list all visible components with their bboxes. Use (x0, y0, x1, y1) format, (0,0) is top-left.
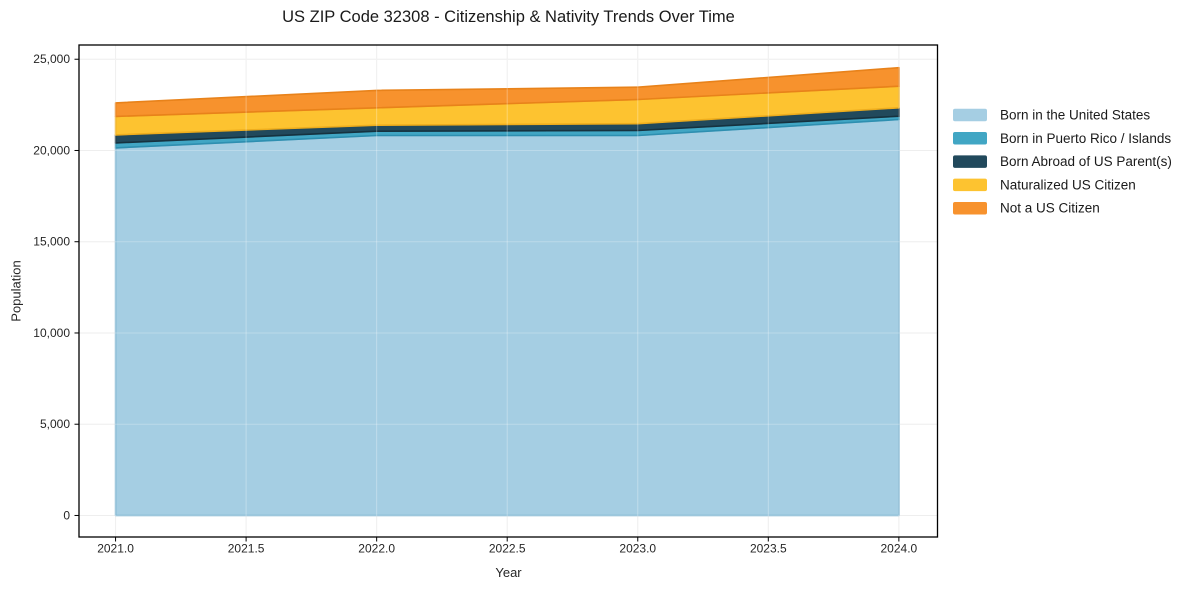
chart-title: US ZIP Code 32308 - Citizenship & Nativi… (282, 8, 735, 26)
x-tick-label: 2023.0 (619, 542, 656, 556)
legend-item-label: Not a US Citizen (1000, 201, 1100, 216)
legend-item-label: Born Abroad of US Parent(s) (1000, 154, 1172, 169)
legend-swatch-icon (953, 155, 987, 168)
legend-swatch-icon (953, 178, 987, 192)
y-tick-label: 15,000 (33, 235, 70, 249)
x-tick-label: 2021.0 (97, 542, 134, 556)
y-tick-label: 25,000 (33, 52, 70, 66)
legend-swatch-icon (953, 201, 987, 215)
y-tick-label: 5,000 (40, 417, 70, 431)
x-tick-label: 2021.5 (228, 542, 265, 556)
area-not-a-us-citizen (114, 66, 900, 118)
x-axis-label: Year (495, 565, 522, 580)
y-tick-label: 10,000 (33, 326, 70, 340)
x-tick-label: 2024.0 (881, 542, 918, 556)
legend-swatch-icon (953, 132, 987, 145)
x-tick-label: 2022.0 (358, 542, 395, 556)
y-tick-label: 20,000 (33, 143, 70, 157)
legend-item-label: Born in Puerto Rico / Islands (1000, 131, 1171, 146)
x-tick-label: 2022.5 (489, 542, 526, 556)
x-tick-label: 2023.5 (750, 542, 787, 556)
legend-item-label: Naturalized US Citizen (1000, 177, 1136, 192)
plot-border (78, 44, 939, 538)
y-tick-label: 0 (63, 508, 70, 522)
y-axis-label: Population (8, 260, 24, 322)
legend-swatch-icon (953, 108, 987, 122)
legend-item-label: Born in the United States (1000, 108, 1150, 123)
